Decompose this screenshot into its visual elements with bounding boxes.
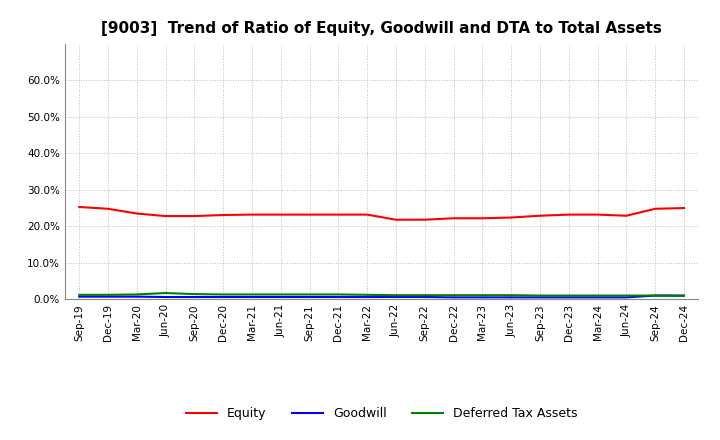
Goodwill — [334, 294, 343, 300]
Goodwill — [651, 293, 660, 298]
Legend: Equity, Goodwill, Deferred Tax Assets: Equity, Goodwill, Deferred Tax Assets — [181, 403, 582, 425]
Equity — [190, 213, 199, 219]
Deferred Tax Assets — [75, 292, 84, 297]
Goodwill — [190, 294, 199, 300]
Equity — [622, 213, 631, 218]
Equity — [104, 206, 112, 212]
Deferred Tax Assets — [363, 292, 372, 297]
Goodwill — [363, 294, 372, 300]
Goodwill — [622, 295, 631, 300]
Line: Deferred Tax Assets: Deferred Tax Assets — [79, 293, 684, 296]
Line: Goodwill: Goodwill — [79, 296, 684, 297]
Goodwill — [449, 295, 458, 300]
Equity — [507, 215, 516, 220]
Goodwill — [161, 294, 170, 300]
Goodwill — [248, 294, 256, 300]
Equity — [161, 213, 170, 219]
Deferred Tax Assets — [305, 292, 314, 297]
Equity — [248, 212, 256, 217]
Goodwill — [507, 295, 516, 300]
Deferred Tax Assets — [449, 293, 458, 298]
Equity — [305, 212, 314, 217]
Goodwill — [478, 295, 487, 300]
Deferred Tax Assets — [564, 293, 573, 298]
Equity — [593, 212, 602, 217]
Title: [9003]  Trend of Ratio of Equity, Goodwill and DTA to Total Assets: [9003] Trend of Ratio of Equity, Goodwil… — [102, 21, 662, 36]
Goodwill — [564, 295, 573, 300]
Deferred Tax Assets — [478, 293, 487, 298]
Deferred Tax Assets — [622, 293, 631, 298]
Deferred Tax Assets — [593, 293, 602, 298]
Deferred Tax Assets — [392, 293, 400, 298]
Goodwill — [132, 294, 141, 299]
Equity — [536, 213, 544, 218]
Deferred Tax Assets — [161, 290, 170, 296]
Goodwill — [276, 294, 285, 300]
Goodwill — [305, 294, 314, 300]
Goodwill — [219, 294, 228, 300]
Equity — [564, 212, 573, 217]
Equity — [651, 206, 660, 212]
Equity — [132, 211, 141, 216]
Equity — [276, 212, 285, 217]
Deferred Tax Assets — [420, 293, 429, 298]
Deferred Tax Assets — [507, 293, 516, 298]
Equity — [392, 217, 400, 222]
Deferred Tax Assets — [219, 292, 228, 297]
Deferred Tax Assets — [190, 291, 199, 297]
Equity — [334, 212, 343, 217]
Equity — [680, 205, 688, 211]
Goodwill — [420, 294, 429, 300]
Deferred Tax Assets — [334, 292, 343, 297]
Goodwill — [392, 294, 400, 300]
Equity — [219, 213, 228, 218]
Line: Equity: Equity — [79, 207, 684, 220]
Deferred Tax Assets — [651, 293, 660, 298]
Deferred Tax Assets — [248, 292, 256, 297]
Equity — [420, 217, 429, 222]
Deferred Tax Assets — [132, 292, 141, 297]
Goodwill — [680, 293, 688, 298]
Goodwill — [593, 295, 602, 300]
Goodwill — [104, 294, 112, 299]
Goodwill — [536, 295, 544, 300]
Deferred Tax Assets — [276, 292, 285, 297]
Equity — [449, 216, 458, 221]
Equity — [478, 216, 487, 221]
Deferred Tax Assets — [536, 293, 544, 298]
Deferred Tax Assets — [104, 292, 112, 297]
Equity — [75, 204, 84, 209]
Equity — [363, 212, 372, 217]
Goodwill — [75, 294, 84, 299]
Deferred Tax Assets — [680, 293, 688, 299]
